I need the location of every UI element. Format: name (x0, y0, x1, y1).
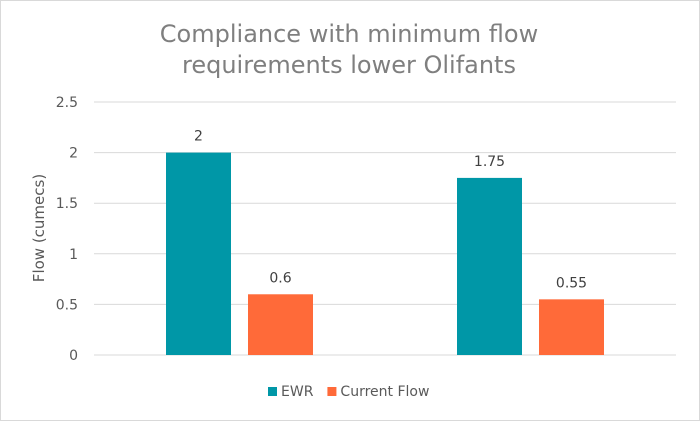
bars (166, 152, 604, 355)
legend-swatch (327, 387, 337, 396)
data-label: 0.55 (556, 275, 587, 291)
y-tick-label: 1 (69, 247, 78, 263)
bar-ewr (166, 152, 231, 355)
legend: EWR Current Flow (268, 384, 429, 400)
legend-swatch (268, 387, 277, 396)
bar-ewr (457, 177, 522, 355)
data-labels: 2 1.75 0.6 0.55 (194, 129, 587, 292)
y-tick-label: 2.5 (56, 95, 78, 111)
y-axis-title: Flow (cumecs) (30, 174, 48, 282)
legend-label: EWR (281, 384, 314, 400)
y-tick-label: 2 (69, 146, 78, 162)
y-tick-label: 1.5 (56, 196, 78, 212)
data-label: 2 (194, 129, 203, 145)
y-axis-ticks: 0 0.5 1 1.5 2 2.5 (56, 95, 78, 364)
legend-label: Current Flow (340, 384, 429, 400)
data-label: 1.75 (474, 154, 505, 170)
y-tick-label: 0.5 (56, 297, 78, 313)
bar-current-flow (539, 299, 604, 355)
chart-title-line-2: requirements lower Olifants (182, 51, 516, 79)
chart-title-line-1: Compliance with minimum flow (160, 20, 538, 48)
y-tick-label: 0 (69, 348, 78, 364)
bar-current-flow (248, 294, 313, 355)
data-label: 0.6 (269, 270, 291, 286)
